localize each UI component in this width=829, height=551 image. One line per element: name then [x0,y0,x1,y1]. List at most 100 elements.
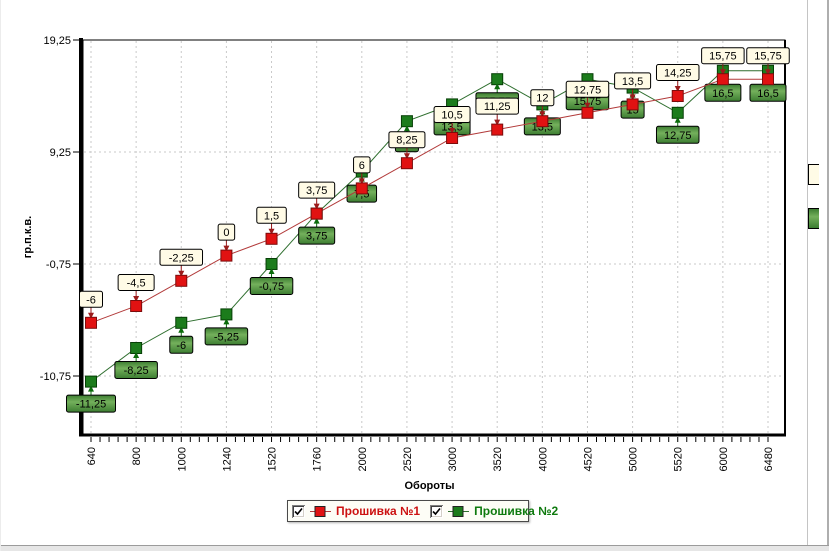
arrow-up-icon [403,125,410,132]
series1-label-text: 6 [359,160,365,172]
series2-label-text: -6 [176,340,186,352]
series1-label-text: 8,25 [396,135,417,147]
arrow-down-icon [313,203,320,210]
y-tick-label: 9,25 [50,147,71,159]
x-tick-label: 5520 [673,447,685,471]
series1-label-box [256,206,287,224]
clipped-green-label-fragment [808,208,819,229]
legend-item-series1: Прошивка №1 [292,504,420,518]
legend-label-series2: Прошивка №2 [474,504,559,518]
series2-data-point [220,308,233,321]
series1-line [90,78,768,324]
series1-data-point [310,207,323,220]
series2-data-point [130,342,143,354]
series1-label-text: 11,25 [484,101,511,113]
series1-label-text: 14,25 [664,68,692,80]
y-tick-label: -10,75 [40,371,71,383]
series2-label-box [204,327,249,346]
series1-data-point [355,182,368,195]
x-tick-label: 1240 [221,447,233,471]
window-right-border [827,0,829,545]
window-bottom-edge [1,545,829,551]
series1-label-box [117,274,155,291]
series2-label-text: 3,75 [306,231,327,243]
legend-item-series2: Прошивка №2 [430,504,558,518]
check-icon [294,507,303,515]
series1-label-text: 0 [223,227,229,239]
arrow-down-icon [765,69,771,76]
x-tick-label: 2520 [402,447,414,471]
arrow-down-icon [584,102,591,109]
arrow-down-icon [494,119,501,126]
series2-label-box [169,335,194,354]
axis-titles: Обороты гр.п.к.в. [22,216,455,492]
series2-marker-icon [448,505,470,517]
series2-label-text: -11,25 [76,399,106,411]
legend-checkbox-series1[interactable] [292,504,305,518]
arrow-down-icon [268,228,275,235]
arrow-down-icon [358,178,365,185]
series2-label-text: 16,5 [757,88,778,100]
series2-data-point [491,73,504,86]
arrow-up-icon [674,116,681,123]
series1-label-text: 13,5 [622,76,643,88]
series1-data-point [265,232,278,245]
arrow-down-icon [719,69,726,76]
series1-label-text: 12,75 [574,84,602,96]
series1-marker-icon [310,505,331,517]
series2-data-point [400,115,413,128]
series2-label-box [655,125,700,144]
x-axis-ticks [90,437,769,442]
x-axis-title: Обороты [404,480,454,492]
series1-label-box [79,290,103,308]
x-axis-labels: 640 800 1000 1240 1520 1760 2000 2520 3000 3520 40… [86,447,775,471]
series2-label-box [249,277,294,295]
x-tick-label: 4000 [537,447,549,471]
series1-label-text: 1,5 [264,210,279,222]
arrow-up-icon [313,217,320,224]
plot-frame [79,38,786,437]
series1-label-box [353,156,371,174]
series1-data-point [491,123,504,136]
series2-label-box [114,361,158,379]
x-tick-label: 5000 [628,447,640,471]
series1-data-point [85,316,97,329]
x-tick-label: 6000 [718,447,730,471]
series1-label-box [614,72,652,90]
x-tick-label: 3520 [492,447,504,471]
series1-data-point [536,115,549,128]
arrow-down-icon [133,296,140,302]
arrow-up-icon [494,83,501,90]
x-tick-label: 800 [131,447,143,465]
legend-label-series1: Прошивка №1 [336,504,421,518]
arrow-down-icon [674,86,681,92]
x-tick-label: 640 [86,447,98,465]
x-tick-label: 1760 [312,447,324,471]
series1-label-text: 15,75 [709,51,737,63]
series1-points [85,73,774,329]
series2-label-box [298,226,336,245]
series1-label-text: 3,75 [306,185,327,197]
x-tick-label: 6480 [763,447,775,471]
series1-label-box [701,47,745,65]
series2-label-text: -0,75 [259,281,284,293]
series1-label-box [217,223,236,241]
series1-label-box [159,248,204,266]
series2-data-point [85,375,97,388]
series2-label-text: 12,75 [664,130,692,142]
series2-line [90,70,768,383]
series1-data-point [220,249,233,262]
series1-label-box [388,131,426,149]
y-axis-labels: 19,25 9,25 -0,75 -10,75 [40,35,80,383]
legend-checkbox-series2[interactable] [430,504,444,518]
x-tick-label: 1520 [267,447,279,471]
check-icon [432,507,441,515]
series2-data-point [175,316,188,329]
arrow-up-icon [268,268,275,274]
series1-label-text: 15,75 [754,51,782,63]
series1-label-box [746,47,790,65]
chart-legend: Прошивка №1 Прошивка №2 [287,500,558,522]
series1-label-text: -6 [86,294,96,306]
